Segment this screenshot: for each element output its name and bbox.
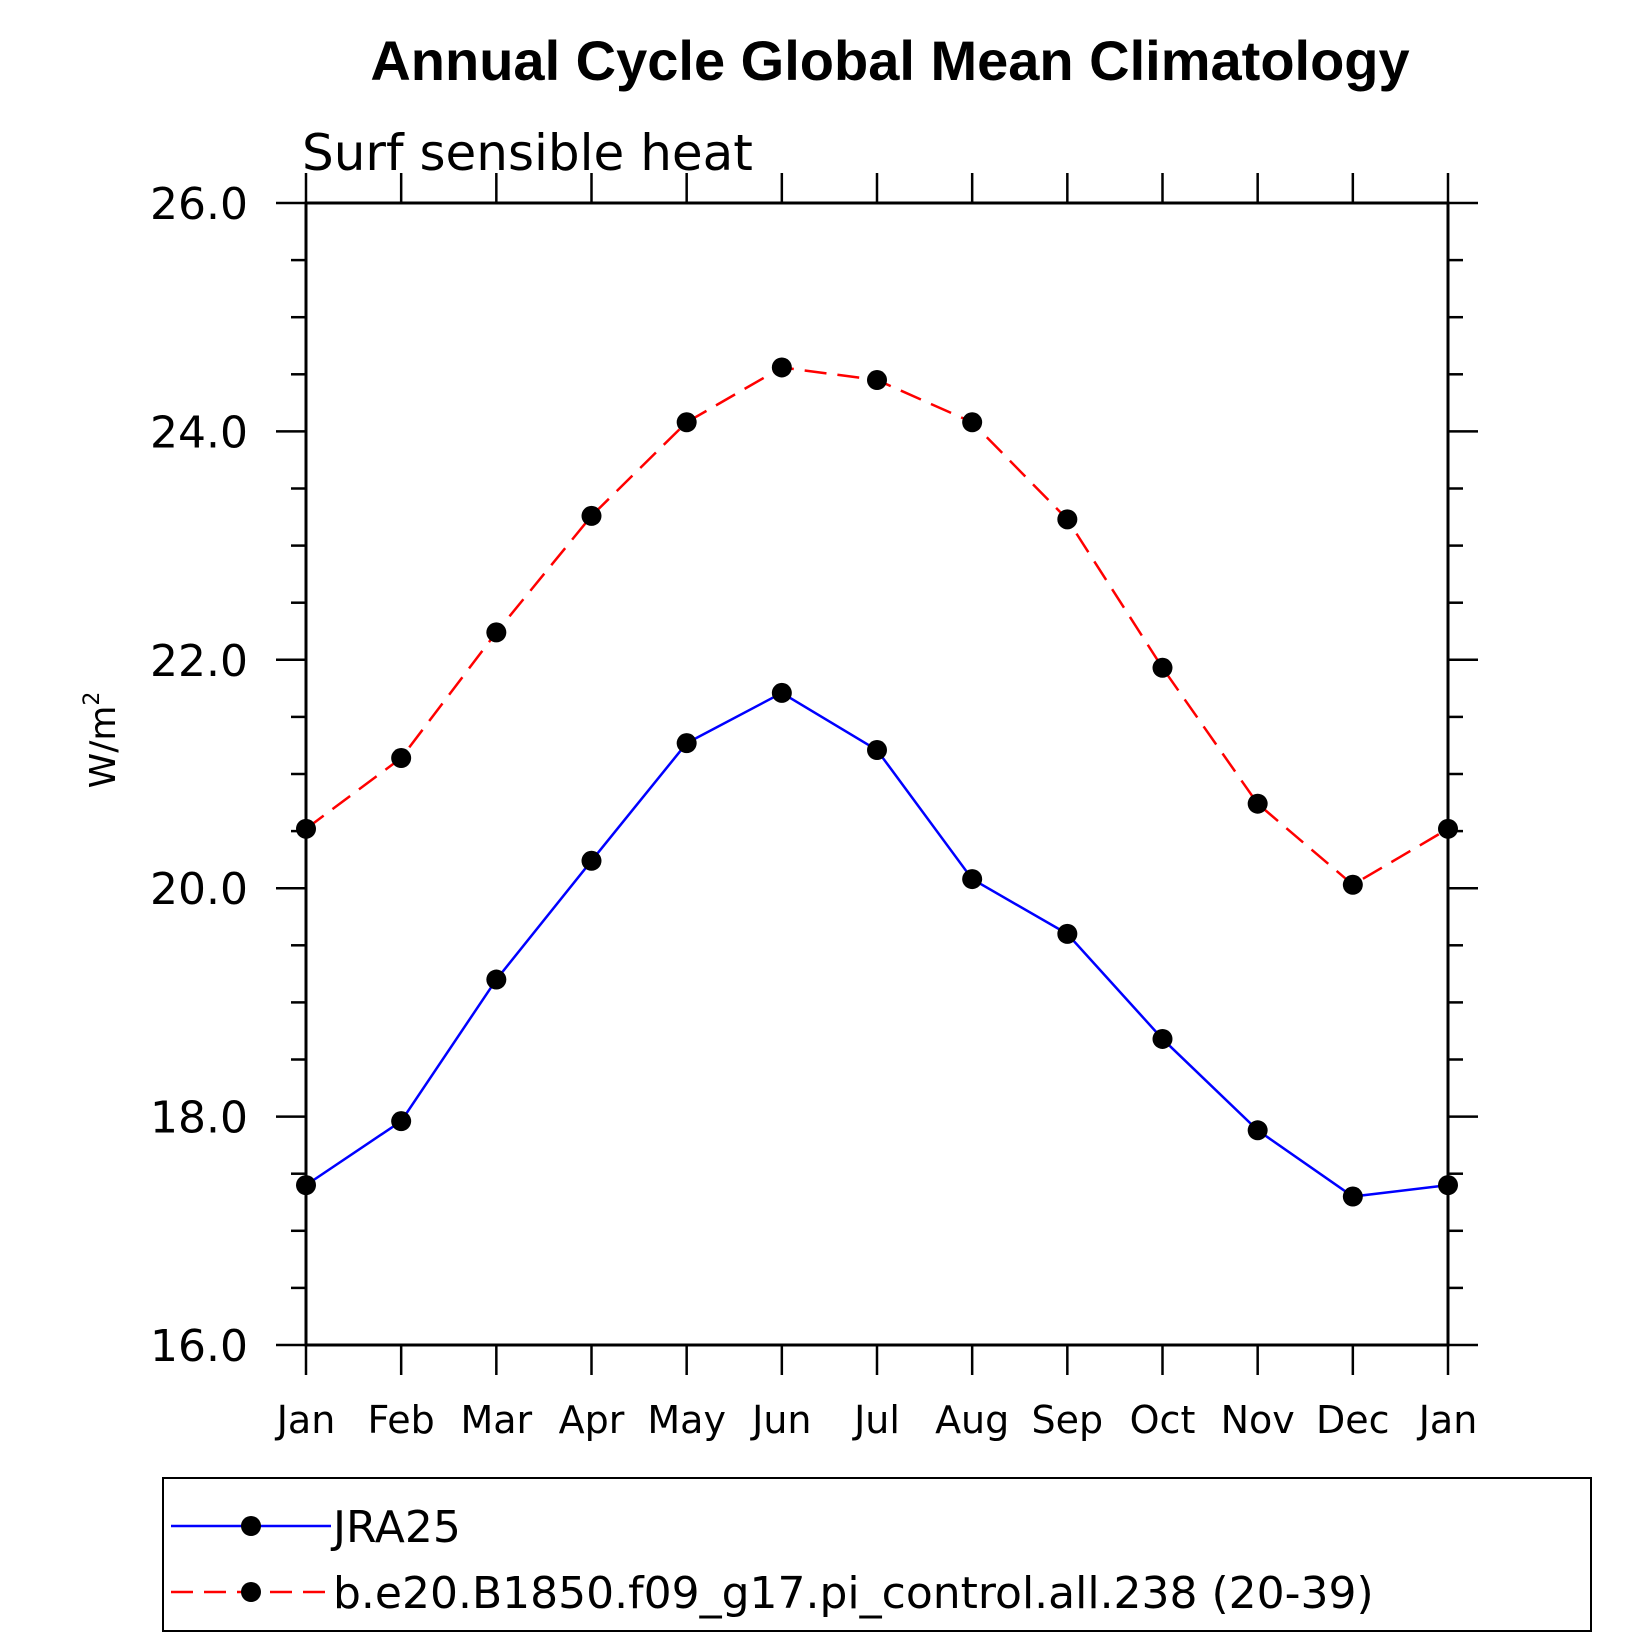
series-2-point: [1342, 874, 1363, 895]
y-axis-label-superscript: 2: [80, 692, 105, 706]
series-2-point: [486, 622, 507, 643]
axis-ticks: [276, 173, 1478, 1375]
legend-label-2: b.e20.B1850.f09_g17.pi_control.all.238 (…: [333, 1568, 1374, 1619]
series-1-point: [962, 869, 983, 890]
series-1-point: [391, 1111, 412, 1132]
series-1-point: [1247, 1120, 1268, 1141]
y-tick-label: 22.0: [150, 636, 248, 687]
x-tick-label: Jan: [1417, 1398, 1478, 1442]
chart-title: Annual Cycle Global Mean Climatology: [370, 29, 1409, 92]
series-1-point: [771, 682, 792, 703]
y-tick-label: 18.0: [150, 1093, 248, 1144]
x-tick-label: Jul: [852, 1398, 900, 1442]
x-tick-labels: Jan Feb Mar Apr May Jun Jul Aug Sep Oct Nov Dec Jan: [275, 1398, 1478, 1442]
legend: JRA25 b.e20.B1850.f09_g17.pi_control.all.…: [162, 1477, 1592, 1632]
series-1-point: [867, 740, 887, 761]
series-2-point: [296, 818, 316, 839]
series-line-1: [305, 691, 1449, 1198]
legend-box: [162, 1477, 1592, 1632]
legend-items: JRA25 b.e20.B1850.f09_g17.pi_control.all.…: [171, 1502, 1374, 1619]
y-axis-label: W/m2: [80, 692, 124, 789]
series-2-point: [867, 370, 887, 391]
y-tick-label: 20.0: [150, 864, 248, 915]
series-1-point: [296, 1175, 316, 1196]
series-2-point: [771, 357, 792, 378]
series-1-point: [1438, 1175, 1458, 1196]
x-tick-label: Nov: [1221, 1398, 1295, 1442]
y-axis-label-text: W/m: [83, 706, 124, 789]
legend-swatch-marker-1: [241, 1516, 261, 1536]
series-2-point: [676, 412, 697, 433]
y-tick-label: 16.0: [150, 1321, 248, 1372]
series-2-point: [1247, 793, 1268, 814]
series-1-point: [486, 969, 507, 990]
x-tick-label: Dec: [1316, 1398, 1390, 1442]
x-tick-label: Jun: [750, 1398, 811, 1442]
series-1-point: [676, 733, 697, 754]
series-2-point: [391, 748, 412, 769]
x-tick-label: Jan: [275, 1398, 336, 1442]
x-tick-label: Oct: [1130, 1398, 1196, 1442]
svg-text:W/m2: W/m2: [80, 692, 124, 789]
series-2-point: [1152, 657, 1173, 678]
x-tick-label: Mar: [460, 1398, 532, 1442]
legend-label-1: JRA25: [330, 1502, 461, 1553]
x-tick-label: Feb: [368, 1398, 435, 1442]
chart-subtitle: Surf sensible heat: [302, 124, 753, 182]
series-line-2: [305, 366, 1449, 887]
x-tick-label: Sep: [1032, 1398, 1104, 1442]
series-1-point: [581, 850, 602, 871]
x-tick-label: Apr: [559, 1398, 625, 1442]
y-tick-label: 24.0: [150, 407, 248, 458]
x-tick-label: Aug: [935, 1398, 1009, 1442]
series-1-point: [1152, 1028, 1173, 1049]
x-tick-label: May: [647, 1398, 726, 1442]
legend-swatch-marker-2: [241, 1582, 261, 1602]
series-2-point: [962, 412, 983, 433]
series-2-point: [1057, 509, 1078, 530]
series-2-point: [1438, 818, 1458, 839]
y-tick-label: 26.0: [150, 179, 248, 230]
series-1-point: [1057, 923, 1078, 944]
series-layer: [296, 357, 1458, 1207]
series-2-point: [581, 505, 602, 526]
series-1-point: [1342, 1186, 1363, 1207]
y-tick-labels: 16.0 18.0 20.0 22.0 24.0 26.0: [150, 179, 248, 1372]
